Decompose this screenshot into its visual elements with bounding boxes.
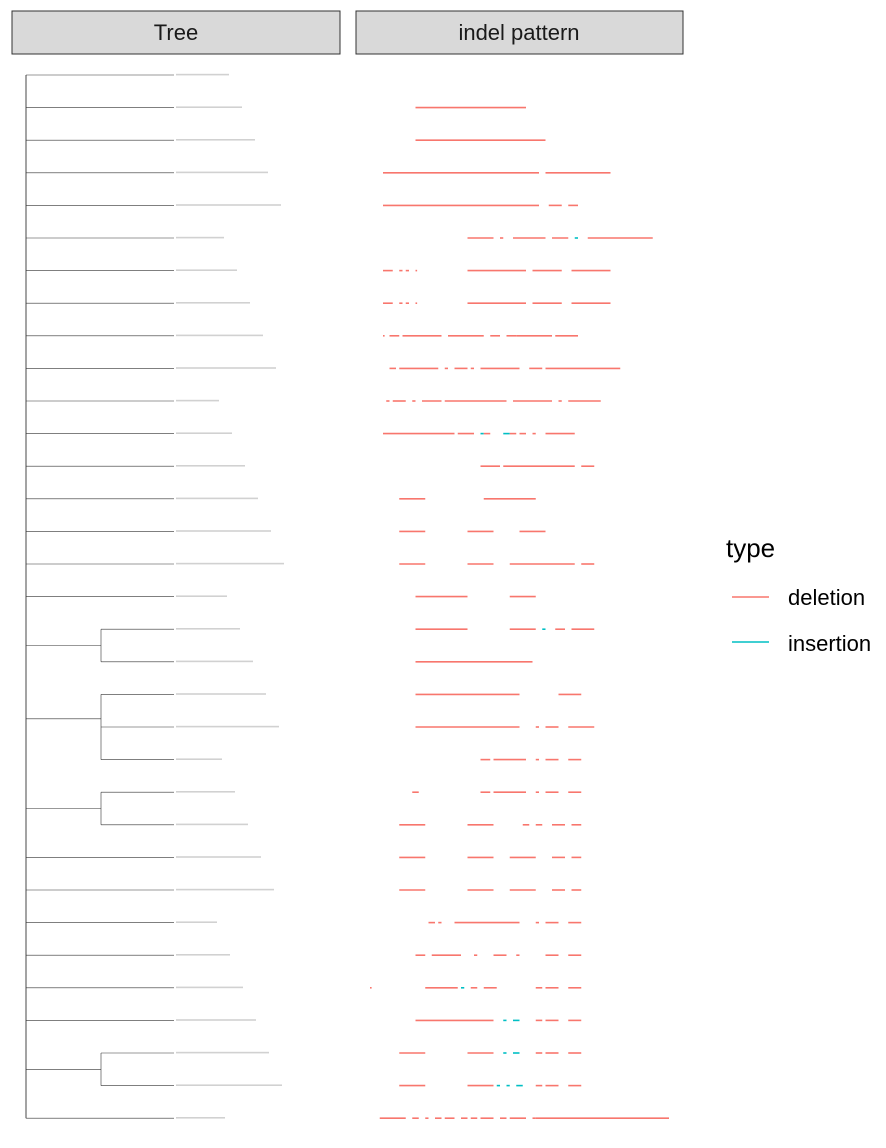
- tip-label: [176, 791, 235, 793]
- tip-label: [176, 888, 274, 891]
- tip-label: [176, 595, 227, 597]
- tip-label: [176, 171, 268, 174]
- tree-panel: [25, 73, 284, 1119]
- tip-label: [176, 986, 243, 989]
- tip-label: [176, 856, 261, 858]
- tip-label: [176, 1084, 282, 1086]
- tip-label: [176, 497, 258, 500]
- tip-label: [176, 921, 217, 923]
- tip-label: [176, 660, 253, 663]
- tip-label: [176, 399, 219, 402]
- tip-label: [176, 334, 263, 337]
- tip-label: [176, 725, 279, 728]
- tip-label: [176, 465, 245, 467]
- tip-label: [176, 139, 255, 141]
- tip-label: [176, 1117, 225, 1119]
- legend-title: type: [726, 533, 775, 563]
- tip-label: [176, 269, 237, 271]
- tip-label: [176, 236, 224, 239]
- legend: type deletion insertion: [726, 533, 871, 656]
- strip-tree-title: Tree: [154, 20, 198, 45]
- tip-label: [176, 530, 271, 532]
- tip-label: [176, 693, 266, 695]
- tip-label: [176, 823, 248, 826]
- strip-indel: indel pattern: [355, 10, 684, 55]
- tip-label: [176, 432, 232, 434]
- tip-label: [176, 106, 242, 108]
- legend-label-insertion: insertion: [788, 631, 871, 656]
- indel-panel: [370, 106, 669, 1119]
- tip-label: [176, 562, 284, 565]
- tip-label: [176, 204, 281, 206]
- tip-label: [176, 628, 240, 630]
- tip-label: [176, 73, 229, 76]
- strip-tree: Tree: [11, 10, 341, 55]
- tip-label: [176, 954, 230, 956]
- tip-label: [176, 1019, 256, 1021]
- strip-indel-title: indel pattern: [458, 20, 579, 45]
- tip-label: [176, 367, 276, 369]
- tip-label: [176, 758, 222, 760]
- legend-label-deletion: deletion: [788, 585, 865, 610]
- tip-label: [176, 1051, 269, 1054]
- tip-label: [176, 302, 250, 304]
